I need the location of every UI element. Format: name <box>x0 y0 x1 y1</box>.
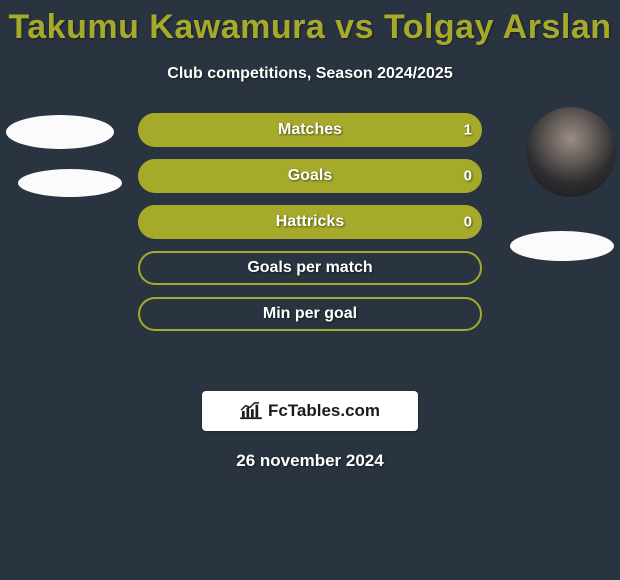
stat-row-goals: Goals 0 <box>138 159 482 193</box>
player-right-photo <box>526 107 616 197</box>
comparison-panel: Matches 1 Goals 0 Hattricks 0 Goals per … <box>0 111 620 371</box>
bar-track <box>138 113 482 147</box>
stat-row-goals-per-match: Goals per match <box>138 251 482 285</box>
brand-badge[interactable]: FcTables.com <box>202 391 418 431</box>
stat-row-matches: Matches 1 <box>138 113 482 147</box>
bar-track <box>138 159 482 193</box>
stat-row-min-per-goal: Min per goal <box>138 297 482 331</box>
stat-value-right: 0 <box>464 214 472 231</box>
brand-text: FcTables.com <box>268 401 380 421</box>
bar-track <box>138 251 482 285</box>
stat-value-right: 0 <box>464 168 472 185</box>
bar-track <box>138 297 482 331</box>
date-text: 26 november 2024 <box>0 451 620 471</box>
brand-chart-icon <box>240 402 262 420</box>
stat-row-hattricks: Hattricks 0 <box>138 205 482 239</box>
page-title: Takumu Kawamura vs Tolgay Arslan <box>0 0 620 47</box>
stat-bars: Matches 1 Goals 0 Hattricks 0 Goals per … <box>138 113 482 343</box>
subtitle: Club competitions, Season 2024/2025 <box>0 65 620 83</box>
bar-track <box>138 205 482 239</box>
player-left-placeholder-2 <box>18 169 122 197</box>
stat-value-right: 1 <box>464 122 472 139</box>
player-right-avatar <box>526 107 616 197</box>
player-left-placeholder-1 <box>6 115 114 149</box>
player-right-placeholder-1 <box>510 231 614 261</box>
